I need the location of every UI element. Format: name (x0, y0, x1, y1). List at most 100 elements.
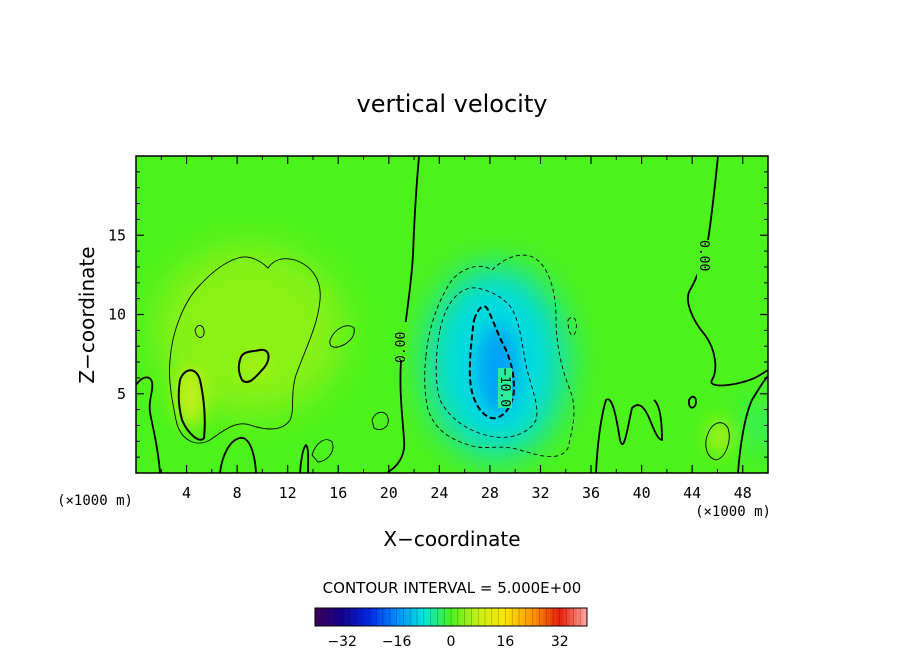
colorbar-cell (546, 608, 550, 626)
colorbar-tick-label: −32 (327, 634, 357, 650)
colorbar-tick-label: 32 (551, 634, 569, 650)
colorbar-cell (464, 608, 469, 626)
x-tick-label: 32 (531, 484, 549, 502)
colorbar-cell (532, 608, 537, 626)
colorbar-cell (563, 608, 567, 626)
contour-minus10-region (435, 287, 538, 438)
contour-plus5-small5 (194, 324, 205, 338)
colorbar-cell (355, 608, 360, 626)
colorbar-cell (376, 608, 380, 626)
colorbar-cell (389, 608, 394, 626)
contour-label-zero-right: 0.00 (696, 240, 711, 271)
colorbar-cell (406, 608, 411, 626)
colorbar-cell (576, 608, 581, 626)
colorbar-cell (369, 608, 374, 626)
contour-plus5-small4 (705, 422, 730, 461)
colorbar-cell (519, 608, 523, 626)
colorbar-cell (583, 608, 588, 626)
x-tick-label: 8 (233, 484, 242, 502)
y-tick-label: 10 (108, 306, 126, 324)
x-axis: 4 8 12 16 20 24 28 32 36 40 44 48 (160, 156, 752, 502)
colorbar-cell (522, 608, 527, 626)
colorbar-cell (372, 608, 377, 626)
field-feature-updraft-core (707, 418, 732, 455)
contour-plus10-core1 (177, 369, 206, 441)
colorbar-tick-label: 16 (496, 634, 514, 650)
contour-zero-bottom4 (737, 375, 768, 473)
y-axis-label: Z−coordinate (75, 246, 99, 383)
colorbar-cell (417, 608, 421, 626)
colorbar-cell (403, 608, 408, 626)
contour-zero-right (687, 156, 768, 387)
colorbar-cell (457, 608, 462, 626)
contour-minus15-core (468, 305, 516, 420)
x-tick-label: 12 (279, 484, 297, 502)
colorbar-cell (478, 608, 482, 626)
colorbar-cell (434, 608, 438, 626)
colorbar-cell (556, 608, 561, 626)
x-unit-right: (×1000 m) (695, 504, 771, 520)
colorbar-cell (349, 608, 353, 626)
contour-label-minus10: −10.0 (497, 368, 512, 407)
colorbar-cell (505, 608, 510, 626)
colorbar-cell (410, 608, 414, 626)
colorbar (314, 607, 588, 627)
colorbar-cell (559, 608, 564, 626)
colorbar-cell (444, 608, 448, 626)
colorbar-cell (345, 608, 350, 626)
colorbar-cell (451, 608, 455, 626)
colorbar-cell (498, 608, 503, 626)
colorbar-cell (468, 608, 472, 626)
x-tick-label: 28 (481, 484, 499, 502)
contour-minus5-region (424, 254, 575, 457)
contour-zero-bottom (219, 437, 257, 473)
colorbar-cell (366, 608, 370, 626)
contour-interval-text: CONTOUR INTERVAL = 5.000E+00 (323, 579, 582, 597)
x-tick-label: 40 (633, 484, 651, 502)
colorbar-tick-labels: −32 −16 0 16 32 (327, 634, 568, 650)
colorbar-cell (437, 608, 442, 626)
contour-plus5-small2 (371, 411, 389, 430)
colorbar-cell (383, 608, 387, 626)
contour-zero-left-edge (136, 376, 161, 473)
colorbar-cell (515, 608, 520, 626)
colorbar-cell (461, 608, 465, 626)
contour-label-zero-center: 0.00 (394, 332, 409, 363)
colorbar-cell (386, 608, 391, 626)
contour-lines (136, 156, 768, 473)
colorbar-cell (573, 608, 578, 626)
colorbar-cell (400, 608, 404, 626)
colorbar-cell (321, 608, 326, 626)
y-axis: 5 10 15 (108, 171, 768, 458)
x-tick-label: 20 (380, 484, 398, 502)
colorbar-cell (342, 608, 346, 626)
colorbar-cell (318, 608, 323, 626)
field-feature-downdraft-region (747, 403, 768, 448)
colorbar-tick-label: 0 (447, 634, 456, 650)
x-tick-label: 36 (582, 484, 600, 502)
colorbar-cell (440, 608, 445, 626)
colorbar-cell (335, 608, 340, 626)
contour-plus5-small3 (311, 439, 334, 463)
colorbar-cell (413, 608, 418, 626)
colorbar-cell (495, 608, 499, 626)
colorbar-cell (362, 608, 367, 626)
colorbar-cell (393, 608, 397, 626)
colorbar-cell (566, 608, 571, 626)
colorbar-cell (328, 608, 333, 626)
y-tick-label: 15 (108, 226, 126, 244)
colorbar-cell (315, 608, 319, 626)
colorbar-cell (423, 608, 428, 626)
x-tick-label: 48 (734, 484, 752, 502)
colorbar-cell (536, 608, 540, 626)
x-axis-label: X−coordinate (383, 527, 520, 551)
colorbar-cell (512, 608, 516, 626)
colorbar-cell (485, 608, 489, 626)
colorbar-frame (314, 607, 588, 627)
field-feature-updraft-core (242, 353, 271, 378)
contour-plus5-region (169, 256, 321, 444)
colorbar-cell (553, 608, 557, 626)
colorbar-cell (539, 608, 544, 626)
colorbar-cell (542, 608, 547, 626)
colorbar-cell (379, 608, 384, 626)
